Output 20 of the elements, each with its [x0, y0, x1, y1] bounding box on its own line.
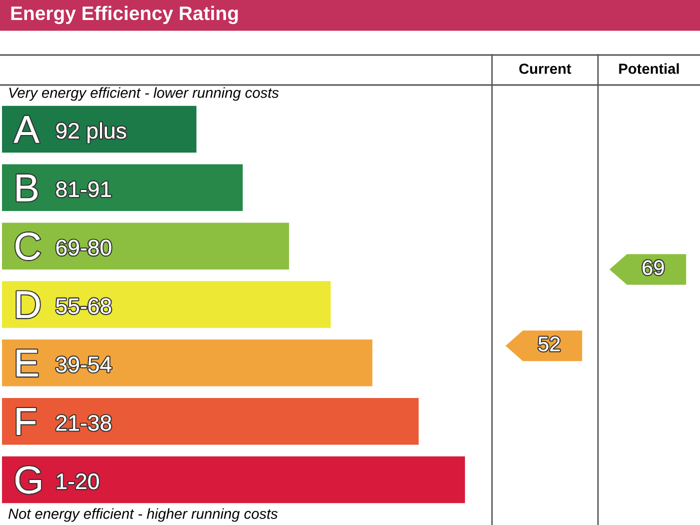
y-tick-label: F 21-38	[16, 408, 112, 435]
y-tick-label: D 55-68	[16, 291, 112, 318]
text: 69	[642, 260, 664, 276]
y-tick-label: A 92 plus	[14, 116, 126, 144]
bar	[2, 281, 331, 328]
bar	[2, 398, 419, 445]
annotation: Not energy efficient - higher running costs	[8, 508, 278, 522]
text: Current	[519, 64, 572, 74]
y-tick-label: E 39-54	[16, 350, 112, 376]
text: 52	[538, 336, 560, 352]
y-tick-label: G 1-20	[16, 466, 99, 494]
bar	[2, 222, 290, 270]
chart-title: Energy Efficiency Rating	[11, 6, 238, 24]
bar	[2, 456, 465, 504]
y-tick-label: B 81-91	[16, 174, 111, 202]
bar	[2, 164, 243, 212]
y-tick-label: C 69-80	[16, 232, 112, 260]
annotation: Very energy efficient - lower running costs	[9, 87, 279, 101]
bar	[2, 340, 372, 386]
text: Potential	[619, 63, 679, 74]
